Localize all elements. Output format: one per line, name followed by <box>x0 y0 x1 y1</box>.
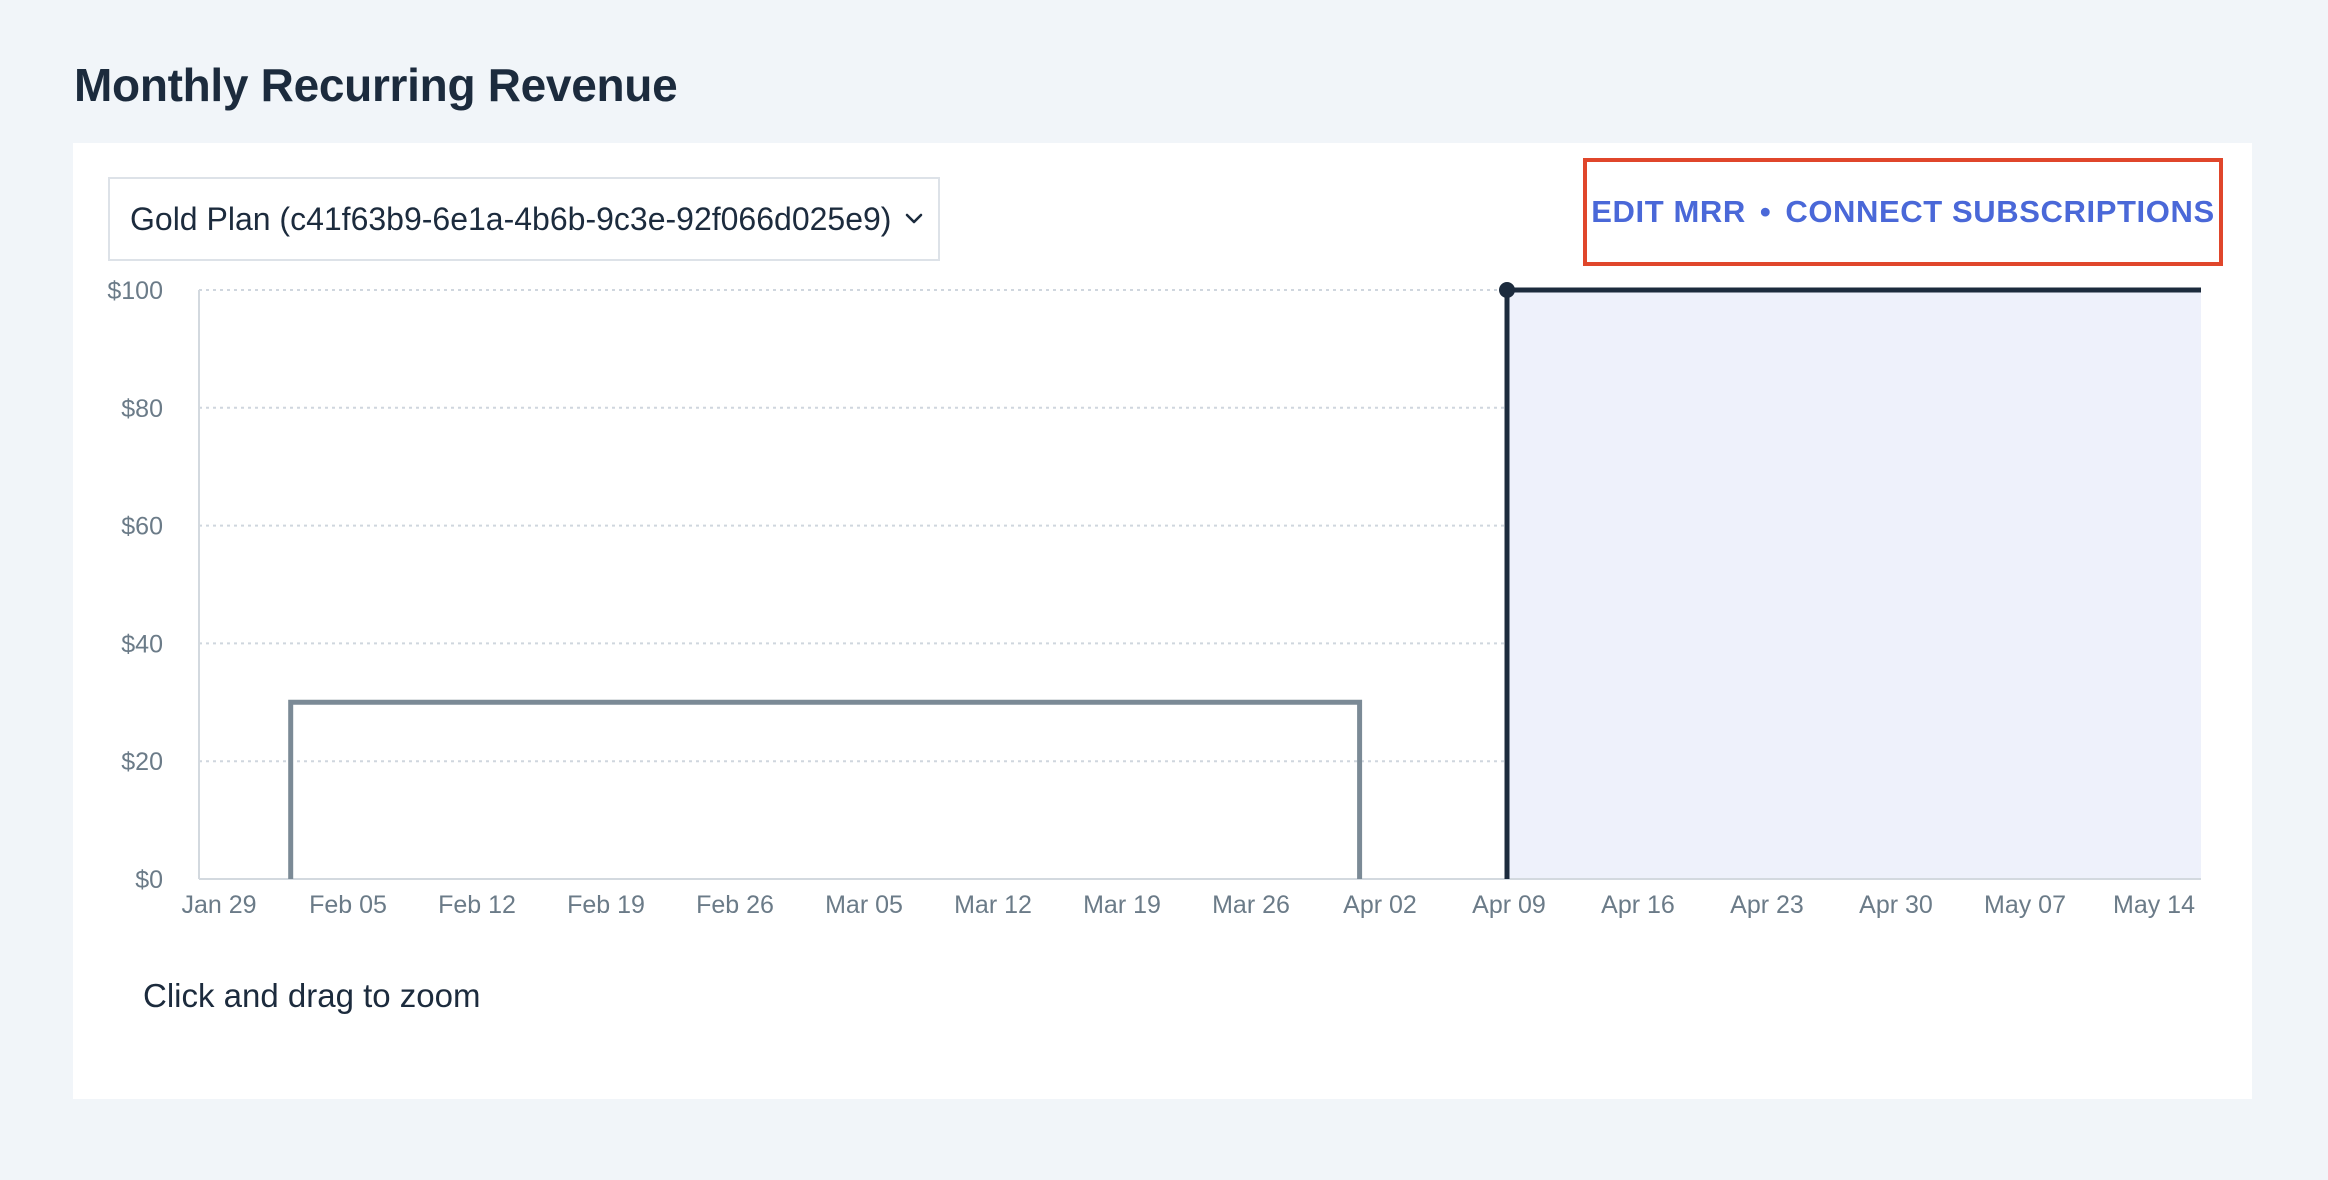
chart-axes <box>198 290 2201 880</box>
page-title: Monthly Recurring Revenue <box>74 59 678 111</box>
x-tick-label: Mar 26 <box>1212 891 1290 919</box>
x-tick-label: Mar 19 <box>1083 891 1161 919</box>
edit-mrr-link[interactable]: EDIT MRR <box>1591 194 1746 229</box>
past-series-line <box>288 699 1363 879</box>
x-tick-label: Jan 29 <box>181 891 256 919</box>
x-tick-label: Apr 30 <box>1859 891 1933 919</box>
x-tick-label: Feb 26 <box>696 891 774 919</box>
chart-series <box>288 282 2201 879</box>
x-tick-label: Feb 19 <box>567 891 645 919</box>
y-tick-label: $100 <box>107 277 163 305</box>
chevron-down-icon <box>905 213 923 225</box>
x-tick-label: Apr 16 <box>1601 891 1675 919</box>
x-tick-label: Feb 12 <box>438 891 516 919</box>
chart-actions: EDIT MRR • CONNECT SUBSCRIPTIONS <box>1583 158 2223 266</box>
x-tick-label: May 14 <box>2113 891 2195 919</box>
actions-separator: • <box>1759 194 1772 229</box>
x-tick-label: Apr 02 <box>1343 891 1417 919</box>
connect-subscriptions-link[interactable]: CONNECT SUBSCRIPTIONS <box>1785 194 2215 229</box>
x-tick-label: May 07 <box>1984 891 2066 919</box>
y-tick-label: $20 <box>121 748 163 776</box>
plan-select-value: Gold Plan (c41f63b9-6e1a-4b6b-9c3e-92f06… <box>130 200 892 237</box>
zoom-hint: Click and drag to zoom <box>143 977 481 1014</box>
x-tick-label: Mar 05 <box>825 891 903 919</box>
x-tick-label: Apr 23 <box>1730 891 1804 919</box>
y-tick-label: $80 <box>121 395 163 423</box>
y-tick-label: $0 <box>135 866 163 894</box>
chart-highlight-layer <box>1507 290 2201 879</box>
x-tick-label: Mar 12 <box>954 891 1032 919</box>
plan-select[interactable]: Gold Plan (c41f63b9-6e1a-4b6b-9c3e-92f06… <box>108 177 940 261</box>
x-tick-label: Feb 05 <box>309 891 387 919</box>
mrr-card: Gold Plan (c41f63b9-6e1a-4b6b-9c3e-92f06… <box>73 143 2252 1099</box>
y-tick-label: $60 <box>121 513 163 541</box>
y-tick-label: $40 <box>121 630 163 658</box>
series-marker <box>1499 282 1515 298</box>
chart-labels: $0 $20 $40 $60 $80 $100 Jan 29 Feb 05 Feb 12 Feb … <box>107 277 2195 919</box>
highlight-region <box>1507 290 2201 879</box>
mrr-chart[interactable]: $0 $20 $40 $60 $80 $100 Jan 29 Feb 05 Feb 12 Feb … <box>73 143 2252 943</box>
x-tick-label: Apr 09 <box>1472 891 1546 919</box>
